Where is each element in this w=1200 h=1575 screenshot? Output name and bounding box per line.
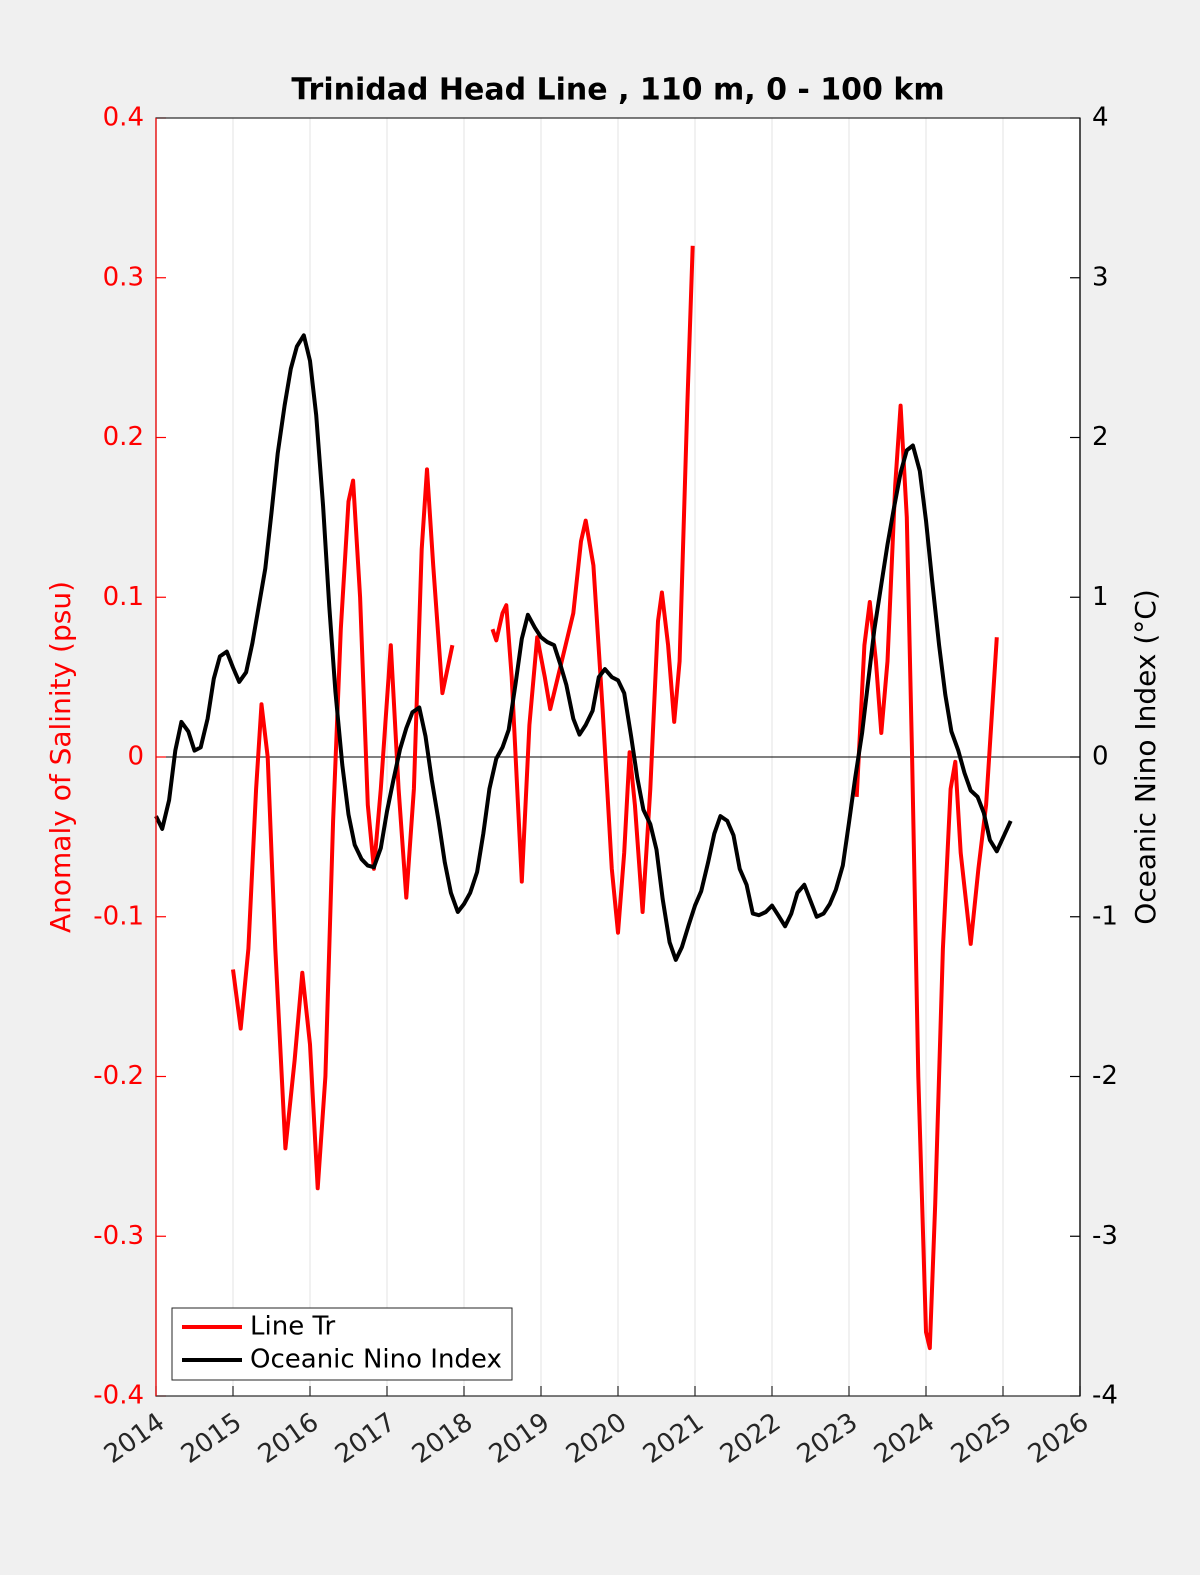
y2-tick-label: 3 <box>1092 262 1109 292</box>
y-tick-label: 0.1 <box>103 582 144 612</box>
y2-tick-label: 2 <box>1092 422 1109 452</box>
y-tick-label: -0.1 <box>93 901 144 931</box>
y-tick-label: 0.2 <box>103 422 144 452</box>
y-tick-label: -0.3 <box>93 1221 144 1251</box>
x-tick-label: 2019 <box>484 1407 555 1470</box>
x-tick-label: 2021 <box>638 1407 709 1470</box>
y-tick-label: 0.4 <box>103 103 144 133</box>
y2-tick-label: -1 <box>1092 901 1118 931</box>
legend-box <box>171 1307 513 1381</box>
y2-tick-label: -3 <box>1092 1221 1118 1251</box>
y-axis-label: Anomaly of Salinity (psu) <box>44 581 77 933</box>
y-tick-label: -0.4 <box>93 1381 144 1411</box>
x-tick-label: 2023 <box>792 1407 863 1470</box>
y2-tick-label: 1 <box>1092 582 1109 612</box>
grid <box>155 118 1081 1396</box>
y-tick-label: 0 <box>127 742 144 772</box>
y2-tick-label: -2 <box>1092 1061 1118 1091</box>
series-line <box>231 245 999 1351</box>
series-line <box>154 333 1013 962</box>
x-tick-label: 2025 <box>946 1407 1017 1470</box>
x-tick-label: 2020 <box>561 1407 632 1470</box>
x-tick-label: 2026 <box>1023 1407 1094 1470</box>
x-tick-label: 2022 <box>715 1407 786 1470</box>
y2-tick-label: -4 <box>1092 1381 1118 1411</box>
x-tick-label: 2018 <box>407 1407 478 1470</box>
x-tick-label: 2017 <box>330 1407 401 1470</box>
x-tick-label: 2014 <box>99 1407 170 1470</box>
axes: 2014 2015 2016 2017 2018 2019 2020 2021 2022 2023… <box>93 103 1118 1470</box>
legend-label: Line Tr <box>250 1312 336 1342</box>
y2-tick-label: 0 <box>1092 742 1109 772</box>
y2-tick-label: 4 <box>1092 103 1109 133</box>
y2-axis-label: Oceanic Nino Index (°C) <box>1129 589 1162 925</box>
x-tick-label: 2024 <box>869 1407 940 1470</box>
y-tick-label: 0.3 <box>103 262 144 292</box>
marks <box>154 245 1013 1351</box>
legend-label: Oceanic Nino Index <box>250 1345 502 1375</box>
x-tick-label: 2015 <box>176 1407 247 1470</box>
chart-title: Trinidad Head Line , 110 m, 0 - 100 km <box>291 73 944 108</box>
y-tick-label: -0.2 <box>93 1061 144 1091</box>
x-tick-label: 2016 <box>253 1407 324 1470</box>
